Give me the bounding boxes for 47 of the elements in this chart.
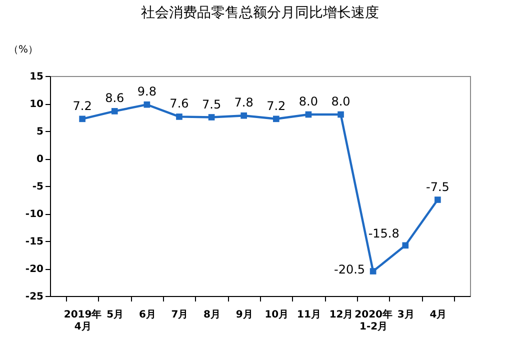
point xyxy=(176,114,182,120)
y-tick-label: 5 xyxy=(36,126,44,138)
data-label: 7.8 xyxy=(234,96,254,110)
data-label: 7.2 xyxy=(266,98,286,113)
point xyxy=(240,112,248,119)
x-tick-label: 11月 xyxy=(297,310,321,320)
y-tick-label: -5 xyxy=(32,182,44,192)
x-tick-label: 2020年 1-2月 xyxy=(354,308,392,332)
data-label: -7.5 xyxy=(426,180,450,194)
data-label: -20.5 xyxy=(334,262,366,276)
x-tick-label: 12月 xyxy=(329,310,354,320)
point xyxy=(111,108,118,114)
data-label: 7.6 xyxy=(170,96,189,111)
x-tick-label: 3月 xyxy=(397,310,414,320)
x-tick-label: 8月 xyxy=(204,310,221,320)
point xyxy=(402,242,409,249)
point xyxy=(434,196,441,203)
chart-title: 社会消费品零售总额分月同比增长速度 xyxy=(141,5,379,21)
point xyxy=(305,111,312,118)
y-axis-title: （%） xyxy=(8,44,38,56)
y-tick-label: 0 xyxy=(36,154,44,165)
y-tick-label: -20 xyxy=(25,264,44,275)
y-tick-label: 15 xyxy=(30,72,44,82)
data-label: 7.2 xyxy=(72,98,92,113)
data-label: 8.6 xyxy=(105,91,124,106)
x-tick-label: 7月 xyxy=(171,310,188,320)
x-tick-label: 10月 xyxy=(264,310,289,320)
y-tick-label: -15 xyxy=(25,236,44,248)
data-label: -15.8 xyxy=(368,226,400,240)
data-label: 9.8 xyxy=(137,84,156,99)
y-tick-label: 10 xyxy=(30,99,44,110)
point xyxy=(144,101,150,108)
data-label: 8.0 xyxy=(331,94,350,108)
data-label: 7.5 xyxy=(202,97,222,112)
x-tick-label: 4月 xyxy=(430,310,447,320)
y-tick-label: -25 xyxy=(25,292,44,302)
point xyxy=(79,116,86,122)
point xyxy=(370,268,376,274)
point xyxy=(338,111,344,118)
point xyxy=(272,116,280,122)
x-tick-label: 5月 xyxy=(106,310,124,320)
point xyxy=(208,114,215,120)
y-tick-label: -10 xyxy=(25,209,44,220)
data-label: 8.0 xyxy=(298,94,318,108)
x-tick-label: 6月 xyxy=(138,310,156,320)
x-tick-label: 9月 xyxy=(236,310,253,320)
x-tick-label: 2019年 4月 xyxy=(64,308,102,332)
